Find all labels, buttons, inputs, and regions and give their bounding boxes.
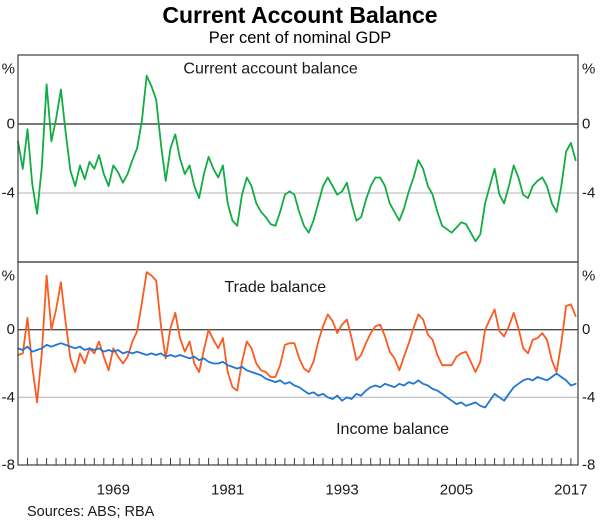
percent-label-left: %	[2, 268, 15, 285]
x-tick-label: 1981	[211, 482, 244, 499]
chart-title: Current Account Balance	[162, 2, 438, 28]
y-tick-label-left: -4	[2, 389, 15, 406]
x-tick-label: 2017	[554, 482, 587, 499]
x-tick-label: 2005	[440, 482, 473, 499]
y-bottom-label-right: -8	[582, 457, 595, 474]
x-tick-label: 1969	[97, 482, 130, 499]
income-balance-line	[17, 342, 577, 409]
y-tick-label-right: 0	[582, 321, 590, 338]
y-tick-label-right: -4	[582, 185, 595, 202]
y-tick-label-left: 0	[7, 321, 15, 338]
y-bottom-label-left: -8	[2, 457, 15, 474]
percent-label-right: %	[582, 61, 595, 78]
income-balance-label: Income balance	[336, 421, 449, 438]
current-account-balance-line	[17, 74, 577, 243]
x-tick-label: 1993	[325, 482, 358, 499]
percent-label-right: %	[582, 268, 595, 285]
y-tick-label-left: -4	[2, 185, 15, 202]
trade-balance-label: Trade balance	[225, 279, 327, 296]
y-tick-label-right: 0	[582, 116, 590, 133]
current-account-balance-label: Current account balance	[183, 60, 357, 77]
source-note: Sources: ABS; RBA	[27, 504, 155, 520]
trade-balance-line	[17, 271, 577, 404]
panel-border-current-account	[17, 54, 579, 263]
chart-subtitle: Per cent of nominal GDP	[208, 29, 392, 47]
y-tick-label-left: 0	[7, 116, 15, 133]
panel-border-trade-income	[17, 261, 579, 466]
percent-label-left: %	[2, 61, 15, 78]
y-tick-label-right: -4	[582, 389, 595, 406]
